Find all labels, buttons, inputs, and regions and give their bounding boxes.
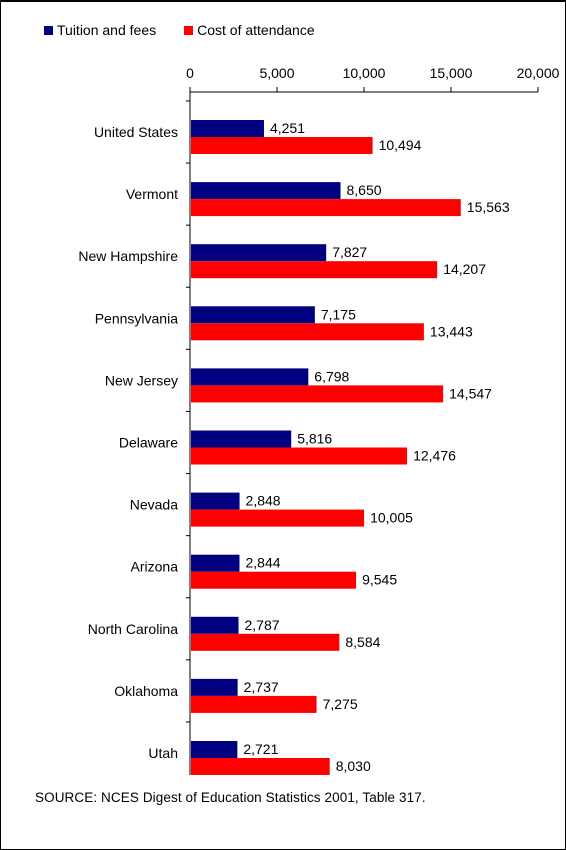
tuition-bar xyxy=(191,120,264,137)
category-label: North Carolina xyxy=(88,621,178,637)
x-tick-label: 10,000 xyxy=(343,65,386,81)
cost-bar xyxy=(191,385,444,403)
legend-label-tuition: Tuition and fees xyxy=(57,22,157,38)
tuition-bar xyxy=(191,182,341,200)
tuition-value-label: 4,251 xyxy=(270,120,305,136)
tuition-value-label: 6,798 xyxy=(314,368,349,384)
x-tick-label: 5,000 xyxy=(259,65,294,81)
cost-bar xyxy=(191,571,357,589)
legend: Tuition and fees Cost of attendance xyxy=(44,22,343,38)
cost-bar xyxy=(191,447,408,465)
tuition-value-label: 5,816 xyxy=(297,431,332,447)
cost-value-label: 13,443 xyxy=(430,323,473,339)
legend-item-tuition: Tuition and fees xyxy=(44,22,156,38)
tuition-bar xyxy=(191,741,238,758)
category-label: Utah xyxy=(148,745,178,761)
x-tick-label: 0 xyxy=(186,65,194,81)
tuition-value-label: 2,844 xyxy=(245,555,280,571)
category-label: Pennsylvania xyxy=(95,310,178,326)
category-label: Vermont xyxy=(126,186,178,202)
x-tick-label: 15,000 xyxy=(430,65,473,81)
tuition-bar xyxy=(191,678,238,696)
cost-value-label: 7,275 xyxy=(323,696,358,712)
tuition-value-label: 2,737 xyxy=(244,679,279,695)
tuition-value-label: 2,848 xyxy=(246,493,281,509)
category-label: Delaware xyxy=(119,435,178,451)
tuition-bar xyxy=(191,616,239,634)
cost-bar xyxy=(191,695,317,713)
cost-bar xyxy=(191,199,461,217)
cost-value-label: 12,476 xyxy=(413,448,456,464)
cost-value-label: 14,547 xyxy=(449,385,492,401)
tuition-value-label: 2,721 xyxy=(243,741,278,757)
tuition-value-label: 7,175 xyxy=(321,306,356,322)
cost-bar xyxy=(191,633,340,651)
cost-value-label: 14,207 xyxy=(443,261,486,277)
legend-label-cost: Cost of attendance xyxy=(197,22,315,38)
cost-value-label: 10,005 xyxy=(370,510,413,526)
tuition-bar xyxy=(191,430,292,448)
tuition-value-label: 8,650 xyxy=(347,182,382,198)
cost-bar xyxy=(191,137,373,154)
legend-swatch-tuition xyxy=(44,25,53,35)
tuition-bar xyxy=(191,244,327,262)
tuition-bar xyxy=(191,368,309,386)
cost-value-label: 8,030 xyxy=(336,758,371,774)
cost-bar xyxy=(191,261,438,279)
cost-value-label: 10,494 xyxy=(379,137,422,153)
tuition-value-label: 7,827 xyxy=(332,244,367,260)
tuition-value-label: 2,787 xyxy=(244,617,279,633)
category-label: United States xyxy=(94,124,178,140)
source-note: SOURCE: NCES Digest of Education Statist… xyxy=(35,790,426,805)
category-label: Arizona xyxy=(131,559,179,575)
category-label: Nevada xyxy=(130,497,178,513)
x-tick-label: 20,000 xyxy=(517,65,560,81)
cost-value-label: 9,545 xyxy=(362,572,397,588)
cost-bar xyxy=(191,323,424,341)
cost-bar xyxy=(191,758,330,775)
cost-value-label: 8,584 xyxy=(345,634,380,650)
category-label: Oklahoma xyxy=(114,683,178,699)
category-label: New Jersey xyxy=(105,372,178,388)
cost-value-label: 15,563 xyxy=(467,199,510,215)
legend-swatch-cost xyxy=(184,25,194,35)
tuition-bar xyxy=(191,306,315,324)
cost-bar xyxy=(191,509,365,527)
legend-item-cost: Cost of attendance xyxy=(184,22,315,38)
tuition-bar xyxy=(191,492,240,510)
category-label: New Hampshire xyxy=(78,248,178,264)
tuition-bar xyxy=(191,554,240,572)
